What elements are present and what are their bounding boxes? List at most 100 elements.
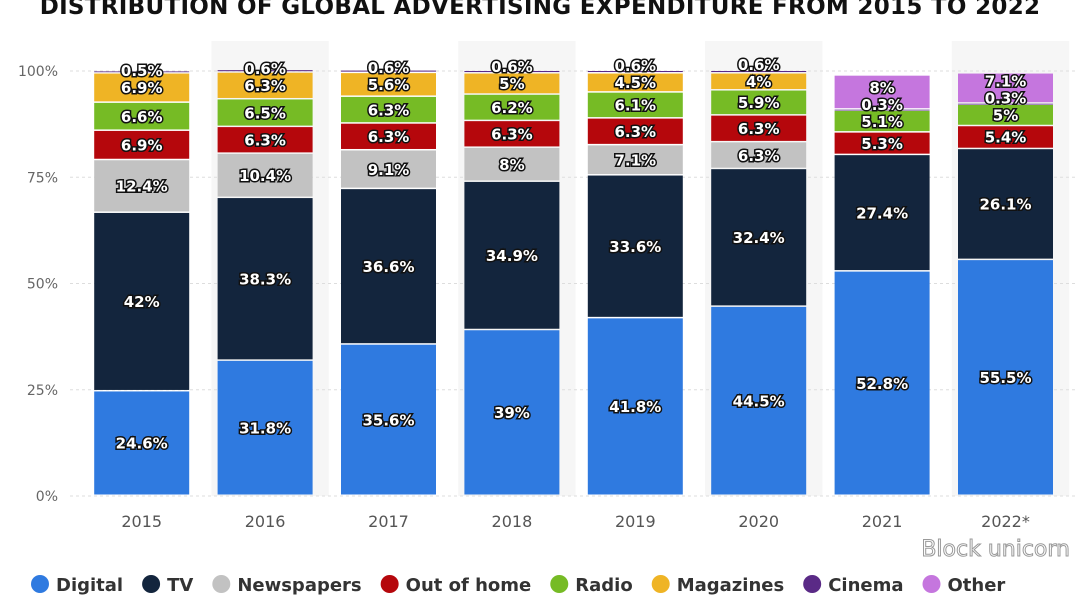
legend-marker: [31, 575, 49, 593]
x-tick-label: 2018: [492, 512, 533, 531]
legend-marker: [142, 575, 161, 593]
x-tick-label: 2021: [862, 512, 903, 531]
data-label: 41.8%: [609, 398, 661, 416]
legend-marker: [212, 575, 231, 593]
data-label: 5.1%: [861, 113, 903, 131]
data-label: 6.5%: [244, 104, 286, 122]
data-label: 6.6%: [121, 108, 163, 126]
legend-marker: [651, 575, 670, 593]
x-tick-label: 2020: [738, 512, 779, 531]
bar-out-of-home: [587, 118, 683, 144]
bar-out-of-home: [341, 123, 436, 149]
x-tick-label: 2015: [121, 512, 162, 531]
bar-magazines: [217, 72, 313, 98]
data-label: 31.8%: [239, 419, 291, 437]
data-label: 0.6%: [491, 58, 533, 76]
bar-out-of-home: [958, 126, 1053, 148]
bar-digital: [341, 344, 436, 495]
bar-digital: [711, 306, 807, 495]
bar-magazines: [587, 73, 683, 92]
legend-marker: [550, 575, 569, 593]
legend-label: Out of home: [406, 575, 532, 596]
x-tick-label: 2019: [615, 512, 656, 531]
data-label: 6.3%: [244, 77, 286, 95]
bar-tv: [341, 189, 436, 344]
bar-magazines: [94, 73, 190, 102]
bar-magazines: [341, 73, 436, 96]
bar-newspapers: [711, 142, 807, 168]
data-label: 8%: [499, 156, 524, 174]
bar-radio: [341, 96, 436, 123]
data-label: 4%: [746, 73, 771, 91]
data-label: 0.5%: [121, 62, 163, 80]
data-label: 0.6%: [368, 59, 410, 77]
bar-newspapers: [587, 145, 683, 175]
data-label: 5.9%: [738, 94, 780, 112]
data-label: 55.5%: [979, 369, 1031, 387]
data-label: 0.3%: [985, 90, 1027, 108]
bar-out-of-home: [834, 132, 930, 154]
bar-cinema: [711, 71, 807, 73]
bar-radio: [711, 90, 807, 115]
bar-out-of-home: [94, 130, 190, 159]
data-label: 6.3%: [368, 128, 410, 146]
bar-tv: [958, 149, 1053, 259]
data-label: 7.1%: [985, 73, 1027, 91]
bar-newspapers: [94, 160, 190, 212]
legend-label: TV: [167, 575, 193, 596]
bar-cinema: [94, 71, 190, 73]
bar-cinema: [834, 109, 930, 111]
bar-tv: [464, 181, 560, 329]
bar-newspapers: [217, 153, 313, 197]
y-tick-label: 100%: [18, 64, 58, 80]
data-label: 6.3%: [738, 147, 780, 165]
data-label: 0.6%: [614, 57, 656, 75]
data-label: 0.6%: [244, 60, 286, 78]
data-label: 42%: [124, 293, 160, 311]
watermark: Block unicorn: [921, 537, 1070, 562]
x-tick-label: 2017: [368, 512, 409, 531]
bar-radio: [587, 92, 683, 118]
bar-cinema: [341, 70, 436, 72]
legend-marker: [803, 575, 822, 593]
bar-other: [834, 75, 930, 109]
bar-digital: [587, 318, 683, 495]
bar-tv: [834, 155, 930, 271]
data-label: 6.3%: [614, 123, 656, 141]
data-label: 5.3%: [861, 135, 903, 153]
bar-tv: [711, 169, 807, 306]
data-label: 38.3%: [239, 270, 291, 288]
data-label: 6.3%: [368, 101, 410, 119]
legend-label: Digital: [56, 575, 123, 596]
data-label: 6.9%: [121, 137, 163, 155]
legend-label: Cinema: [828, 575, 903, 596]
bar-digital: [217, 360, 313, 495]
data-label: 7.1%: [614, 151, 656, 169]
legend-label: Newspapers: [237, 575, 361, 596]
data-label: 4.5%: [614, 74, 656, 92]
x-tick-label: 2022*: [981, 512, 1030, 531]
legend-label: Other: [948, 575, 1006, 596]
data-label: 6.1%: [614, 97, 656, 115]
y-tick-label: 25%: [27, 383, 58, 399]
bar-radio: [464, 94, 560, 120]
data-label: 6.2%: [491, 99, 533, 117]
data-label: 0.6%: [738, 56, 780, 74]
bar-digital: [834, 271, 930, 495]
bar-radio: [958, 105, 1053, 125]
data-label: 27.4%: [856, 204, 908, 222]
x-tick-label: 2016: [245, 512, 286, 531]
bar-magazines: [464, 73, 560, 94]
data-label: 32.4%: [733, 229, 785, 247]
bar-newspapers: [341, 150, 436, 188]
data-label: 24.6%: [116, 435, 168, 453]
bar-cinema: [464, 71, 560, 73]
bar-out-of-home: [217, 127, 313, 153]
bar-radio: [217, 99, 313, 126]
bar-radio: [834, 110, 930, 132]
bar-newspapers: [464, 147, 560, 181]
bar-other: [958, 73, 1053, 103]
legend-marker: [922, 575, 941, 593]
bar-tv: [94, 212, 190, 390]
data-label: 33.6%: [609, 238, 661, 256]
